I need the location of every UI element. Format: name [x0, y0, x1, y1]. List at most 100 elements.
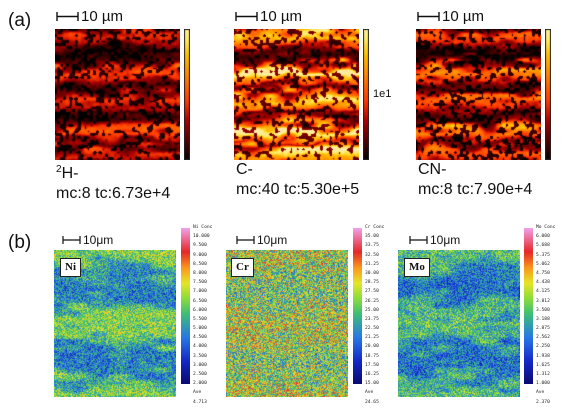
legend-value: 31.25 [365, 261, 379, 267]
caption-a1: 2H- mc:8 tc:6.73e+4 [56, 160, 170, 204]
caption-a2-counts: mc:40 tc:5.30e+5 [236, 181, 360, 198]
scale-bar-b1 [62, 233, 82, 251]
legend-value: 3.500 [536, 307, 550, 313]
legend-value: 27.50 [365, 289, 379, 295]
legend-value: 18.75 [365, 353, 379, 359]
panel-a-label: (a) [8, 10, 32, 31]
legend-value: 4.713 [193, 399, 207, 405]
sims-map-cn [416, 29, 541, 160]
sims-map-c [234, 29, 359, 160]
colorbar-a1 [184, 29, 190, 160]
legend-value: 6.000 [193, 307, 207, 313]
legend-value: 15.00 [365, 381, 379, 387]
legend-value: 1.938 [536, 353, 550, 359]
legend-value: 17.50 [365, 362, 379, 368]
legend-b3: Mo Conc 6.000 5.688 5.375 5.062 4.750 4.438 4.1… [536, 225, 556, 410]
caption-a2: C- mc:40 tc:5.30e+5 [236, 160, 359, 200]
sims-map-2h [55, 29, 180, 160]
legend-value: 5.500 [193, 316, 207, 322]
legend-value: 20.00 [365, 344, 379, 350]
element-label-ni: Ni [60, 258, 81, 277]
legend-value: 33.75 [365, 243, 379, 249]
scale-bar-icon [417, 12, 440, 21]
legend-value: 5.000 [193, 326, 207, 332]
legend-value: 5.062 [536, 261, 550, 267]
caption-a1-counts: mc:8 tc:6.73e+4 [56, 185, 171, 202]
scale-bar-label-a1: 10 µm [81, 8, 123, 25]
colorbar-b3 [524, 228, 533, 384]
colorbar-a3 [545, 29, 551, 160]
legend-value: 3.812 [536, 298, 550, 304]
colorbar-a2 [363, 29, 369, 160]
legend-value: 1.312 [536, 372, 550, 377]
legend-value: 2.250 [536, 344, 550, 350]
legend-b1: Ni Conc 10.000 9.500 9.000 8.500 8.000 7.500 7.… [193, 225, 213, 410]
legend-value: 8.000 [193, 270, 207, 276]
legend-value: 35.00 [365, 234, 379, 240]
caption-a1-ion: H- [61, 165, 79, 182]
legend-value: Ave [365, 390, 374, 396]
caption-a1-sup: 2 [56, 164, 62, 175]
legend-value: 5.375 [536, 252, 550, 258]
panel-b-label: (b) [8, 232, 32, 253]
element-label-cr: Cr [231, 258, 254, 277]
scale-bar-icon [236, 236, 255, 244]
legend-value: 8.500 [193, 261, 207, 267]
legend-value: 2.370 [536, 399, 550, 405]
scale-bar-label-b2: 10μm [257, 233, 288, 247]
legend-value: 23.75 [365, 316, 379, 322]
legend-value: Cr Conc [365, 225, 385, 230]
caption-a3: CN- mc:8 tc:7.90e+4 [418, 160, 532, 200]
scale-bar-b2 [236, 233, 256, 251]
legend-value: 1.000 [536, 381, 550, 387]
legend-value: 2.562 [536, 335, 550, 341]
scale-bar-a2 [235, 9, 259, 28]
scale-bar-icon [56, 12, 79, 21]
legend-value: 2.000 [193, 381, 207, 387]
legend-value: 4.500 [193, 335, 207, 341]
legend-value: 22.50 [365, 326, 379, 332]
legend-value: 2.500 [193, 372, 207, 377]
legend-value: Ave [536, 390, 545, 396]
caption-a2-ion: C- [236, 161, 253, 178]
legend-value: 30.00 [365, 270, 379, 276]
legend-value: 1.625 [536, 362, 550, 368]
legend-value: 9.000 [193, 252, 207, 258]
legend-value: Ave [193, 390, 202, 396]
legend-value: 26.25 [365, 298, 379, 304]
legend-value: 3.500 [193, 353, 207, 359]
colorbar-b2 [353, 228, 362, 384]
scale-bar-b3 [409, 233, 429, 251]
legend-value: 5.688 [536, 243, 550, 249]
legend-value: 3.188 [536, 316, 550, 322]
legend-value: 4.125 [536, 289, 550, 295]
scale-bar-label-b3: 10μm [430, 233, 461, 247]
legend-value: 10.000 [193, 234, 210, 240]
legend-value: 4.000 [193, 344, 207, 350]
legend-value: 2.875 [536, 326, 550, 332]
legend-value: 25.00 [365, 307, 379, 313]
scale-bar-label-a3: 10 µm [442, 8, 484, 25]
colorbar-a2-label: 1e1 [373, 88, 392, 100]
legend-value: 24.65 [365, 399, 379, 405]
scale-bar-icon [235, 12, 258, 21]
legend-value: 7.000 [193, 289, 207, 295]
colorbar-b1 [181, 228, 190, 384]
legend-value: 4.750 [536, 270, 550, 276]
legend-value: 21.25 [365, 335, 379, 341]
caption-a3-counts: mc:8 tc:7.90e+4 [418, 181, 533, 198]
scale-bar-label-b1: 10μm [83, 233, 114, 247]
scale-bar-label-a2: 10 µm [260, 8, 302, 25]
legend-value: Ni Conc [193, 225, 213, 230]
legend-value: 28.75 [365, 280, 379, 286]
legend-value: Mo Conc [536, 225, 556, 230]
scale-bar-a3 [417, 9, 441, 28]
legend-value: 3.000 [193, 362, 207, 368]
element-label-mo: Mo [404, 258, 430, 277]
legend-value: 7.500 [193, 280, 207, 286]
legend-value: 32.50 [365, 252, 379, 258]
legend-value: 4.438 [536, 280, 550, 286]
scale-bar-icon [409, 236, 428, 244]
scale-bar-a1 [56, 9, 80, 28]
legend-value: 6.000 [536, 234, 550, 240]
